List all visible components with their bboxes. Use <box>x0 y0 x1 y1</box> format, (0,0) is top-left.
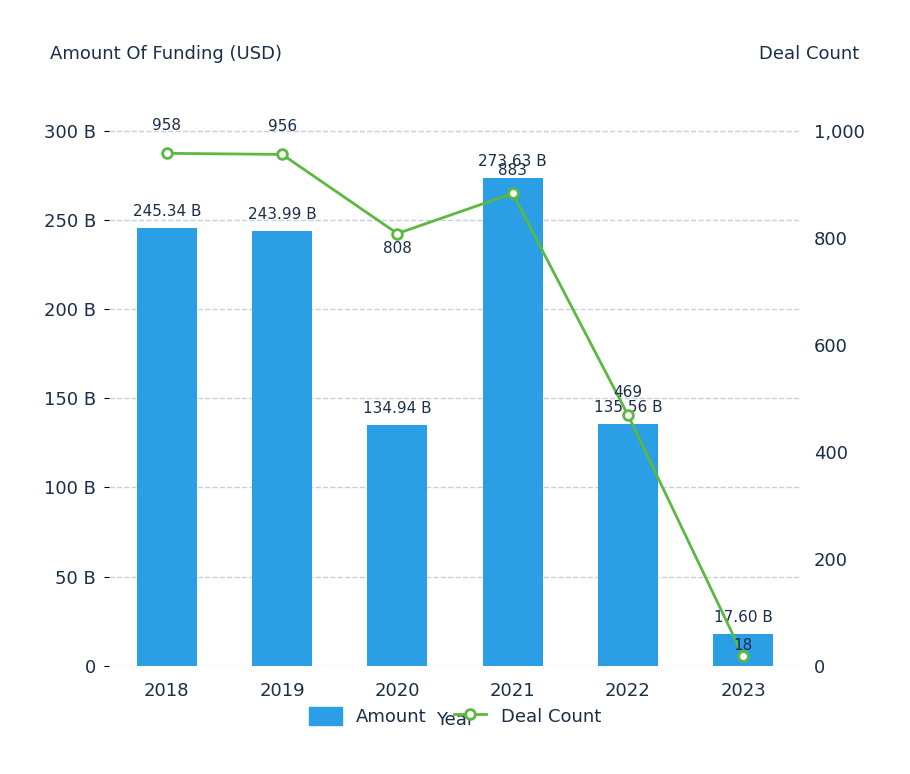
Bar <box>713 634 774 666</box>
Deal Count <box>507 189 518 198</box>
Text: Amount Of Funding (USD): Amount Of Funding (USD) <box>50 45 282 63</box>
Text: 18: 18 <box>733 639 753 653</box>
Bar <box>136 228 197 666</box>
Deal Count <box>738 652 749 661</box>
Bar <box>252 231 312 666</box>
Text: 134.94 B: 134.94 B <box>363 401 431 416</box>
Text: 956: 956 <box>268 119 297 134</box>
Text: 243.99 B: 243.99 B <box>248 207 317 222</box>
Text: 273.63 B: 273.63 B <box>479 154 547 169</box>
Text: 883: 883 <box>498 163 527 179</box>
Deal Count <box>622 410 633 420</box>
Bar <box>482 178 542 666</box>
Deal Count <box>277 149 288 159</box>
Legend: Amount, Deal Count: Amount, Deal Count <box>302 699 608 733</box>
Text: 135.56 B: 135.56 B <box>593 400 662 415</box>
Deal Count <box>392 229 403 238</box>
Text: Deal Count: Deal Count <box>759 45 860 63</box>
Text: 245.34 B: 245.34 B <box>133 204 201 219</box>
X-axis label: Year: Year <box>436 711 474 729</box>
Bar <box>368 425 428 666</box>
Text: 958: 958 <box>152 118 181 133</box>
Bar <box>598 424 658 666</box>
Line: Deal Count: Deal Count <box>162 149 748 661</box>
Text: 469: 469 <box>613 385 642 400</box>
Text: 808: 808 <box>383 241 412 256</box>
Deal Count <box>161 149 172 158</box>
Text: 17.60 B: 17.60 B <box>713 611 773 625</box>
